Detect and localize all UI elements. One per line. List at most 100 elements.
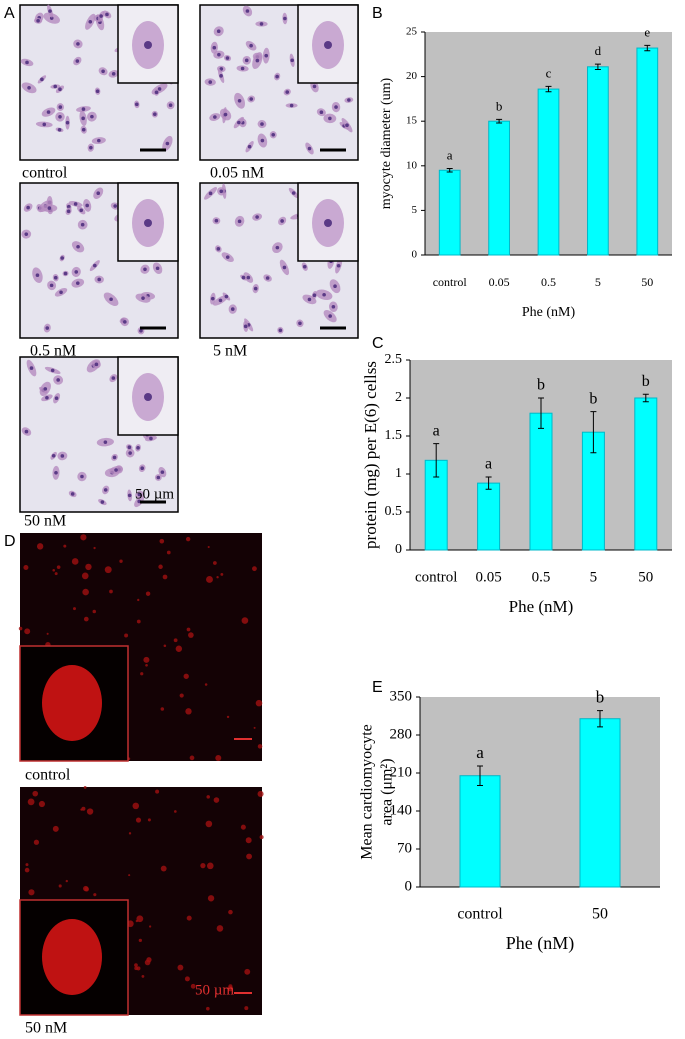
y-tick-label: 2 xyxy=(395,390,402,405)
image-caption: 5 nM xyxy=(213,343,247,360)
cell xyxy=(63,544,67,548)
nucleus xyxy=(49,283,54,288)
nucleus xyxy=(113,204,118,208)
nucleus xyxy=(218,298,223,303)
nucleus xyxy=(283,16,287,21)
nucleus xyxy=(347,98,351,102)
cell xyxy=(93,893,97,897)
y-axis-label: Mean cardiomyocyte xyxy=(359,724,376,860)
nucleus xyxy=(50,368,55,373)
image-caption: 50 nM xyxy=(24,513,66,530)
nucleus xyxy=(280,219,284,223)
nucleus xyxy=(243,324,248,329)
nucleus xyxy=(40,77,44,82)
significance-letter: c xyxy=(546,65,552,80)
cell xyxy=(83,785,87,789)
nucleus xyxy=(259,22,264,26)
y-axis-label: protein (mg) per E(6) cellss xyxy=(361,361,380,549)
cell xyxy=(80,534,87,541)
nucleus xyxy=(94,362,99,367)
panel-label: E xyxy=(372,679,383,696)
significance-letter: a xyxy=(433,422,440,439)
nucleus xyxy=(155,266,160,271)
nucleus xyxy=(143,267,147,272)
plot-area xyxy=(420,697,660,887)
cell xyxy=(160,865,167,872)
nucleus xyxy=(312,293,317,298)
nucleus xyxy=(57,127,62,132)
nucleus xyxy=(53,275,58,280)
nucleus xyxy=(160,470,165,474)
bar xyxy=(579,718,621,888)
cell xyxy=(184,976,190,982)
nucleus xyxy=(153,112,157,117)
cell xyxy=(143,656,150,663)
cell xyxy=(18,626,23,631)
cell xyxy=(185,708,192,715)
nucleus xyxy=(230,307,235,311)
cell xyxy=(137,598,140,602)
cell xyxy=(227,985,234,992)
cell xyxy=(81,806,86,811)
error-bar xyxy=(597,710,603,728)
nucleus xyxy=(219,74,223,78)
nucleus xyxy=(223,112,228,117)
cell xyxy=(252,566,257,572)
nucleus xyxy=(157,87,162,91)
x-axis-label: Phe (nM) xyxy=(522,305,576,320)
image-caption: 0.5 nM xyxy=(30,343,76,360)
x-tick-label: control xyxy=(433,275,468,289)
cell xyxy=(128,832,132,835)
nucleus xyxy=(319,110,324,115)
nucleus xyxy=(54,396,59,400)
nucleus xyxy=(88,19,93,24)
cell xyxy=(163,644,167,648)
nucleus xyxy=(80,222,85,227)
nucleus xyxy=(208,80,213,84)
panel-label: C xyxy=(372,335,384,352)
nucleus xyxy=(255,215,259,219)
nucleus xyxy=(81,127,86,132)
nucleus xyxy=(212,45,217,50)
nucleus xyxy=(255,58,260,63)
significance-letter: b xyxy=(496,98,503,113)
nucleus xyxy=(45,326,50,330)
cell xyxy=(38,800,46,808)
nucleus xyxy=(63,271,68,276)
nucleus xyxy=(97,138,101,143)
error-bar xyxy=(545,85,552,93)
cell xyxy=(52,568,56,572)
significance-letter: a xyxy=(485,456,492,473)
cell xyxy=(215,755,222,762)
nucleus xyxy=(240,66,245,71)
significance-letter: b xyxy=(589,390,597,407)
x-tick-label: 0.5 xyxy=(532,569,551,585)
bar xyxy=(537,88,560,256)
nucleus xyxy=(76,244,80,249)
nucleus xyxy=(51,453,56,458)
cell xyxy=(24,867,30,873)
nucleus xyxy=(66,204,71,209)
nucleus xyxy=(216,247,221,251)
nucleus xyxy=(60,454,65,458)
cell xyxy=(190,983,196,989)
cell xyxy=(213,797,220,803)
x-tick-label: 0.5 xyxy=(541,275,556,289)
inset-nucleus xyxy=(324,41,332,49)
nucleus xyxy=(282,265,287,270)
error-bar xyxy=(590,411,597,454)
y-tick-label: 0 xyxy=(405,878,413,894)
cell xyxy=(144,959,151,966)
error-bar xyxy=(433,443,440,478)
cell xyxy=(86,808,94,815)
cell xyxy=(135,817,142,823)
nucleus xyxy=(141,296,145,300)
nucleus xyxy=(90,114,94,119)
y-tick-label: 280 xyxy=(390,726,413,742)
nucleus xyxy=(298,321,302,326)
nucleus xyxy=(245,9,250,13)
nucleus xyxy=(128,451,132,455)
nucleus xyxy=(260,122,264,126)
nucleus xyxy=(275,74,279,79)
cell xyxy=(240,824,246,830)
